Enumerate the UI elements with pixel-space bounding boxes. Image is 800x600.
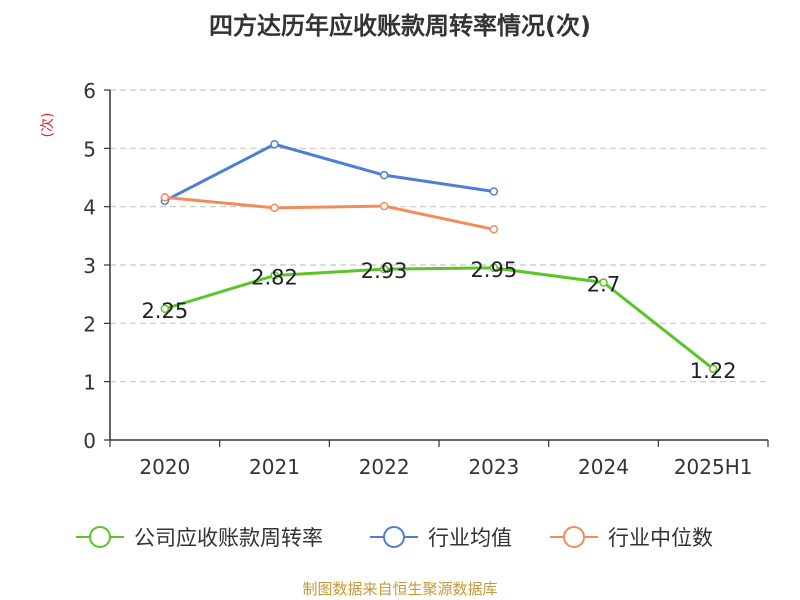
y-tick-label: 4 [83, 196, 96, 220]
x-tick-label: 2021 [249, 455, 300, 479]
data-point [270, 140, 279, 149]
x-tick-label: 2024 [578, 455, 629, 479]
data-label: 1.22 [690, 359, 737, 383]
series-line-2 [164, 195, 495, 231]
y-tick-label: 2 [83, 312, 96, 336]
legend-marker [563, 526, 585, 548]
y-axis-label: (次) [40, 113, 56, 138]
data-point [489, 225, 499, 234]
data-label: 2.82 [251, 266, 298, 290]
data-point [379, 201, 389, 211]
legend-marker [89, 526, 111, 548]
data-point [379, 264, 389, 274]
data-point [160, 193, 170, 202]
y-tick-label: 6 [83, 79, 96, 103]
legend-label: 行业中位数 [608, 526, 713, 550]
legend-label: 公司应收账款周转率 [134, 526, 323, 550]
data-point [599, 278, 608, 287]
data-label: 2.25 [141, 299, 188, 323]
legend-marker [383, 526, 405, 548]
data-point [708, 364, 718, 374]
legend-label: 行业均值 [428, 526, 512, 550]
series-line-1 [164, 142, 495, 203]
series-line-0 [164, 266, 715, 371]
data-point [160, 304, 170, 313]
data-label: 2.95 [470, 258, 517, 282]
data-label: 2.93 [361, 259, 408, 283]
y-tick-label: 1 [83, 371, 96, 395]
data-point [489, 263, 499, 273]
data-point [270, 271, 279, 280]
y-tick-label: 3 [83, 254, 96, 278]
source-note: 制图数据来自恒生聚源数据库 [302, 580, 498, 598]
data-point [270, 203, 279, 213]
data-label: 2.7 [587, 273, 620, 297]
x-tick-label: 2023 [468, 455, 519, 479]
y-tick-label: 0 [83, 429, 96, 453]
y-tick-label: 5 [83, 137, 96, 161]
x-tick-label: 2020 [139, 455, 190, 479]
chart-title: 四方达历年应收账款周转率情况(次) [209, 12, 591, 40]
x-tick-label: 2022 [359, 455, 410, 479]
data-point [379, 170, 389, 180]
data-point [489, 187, 499, 196]
x-tick-label: 2025H1 [674, 455, 753, 479]
